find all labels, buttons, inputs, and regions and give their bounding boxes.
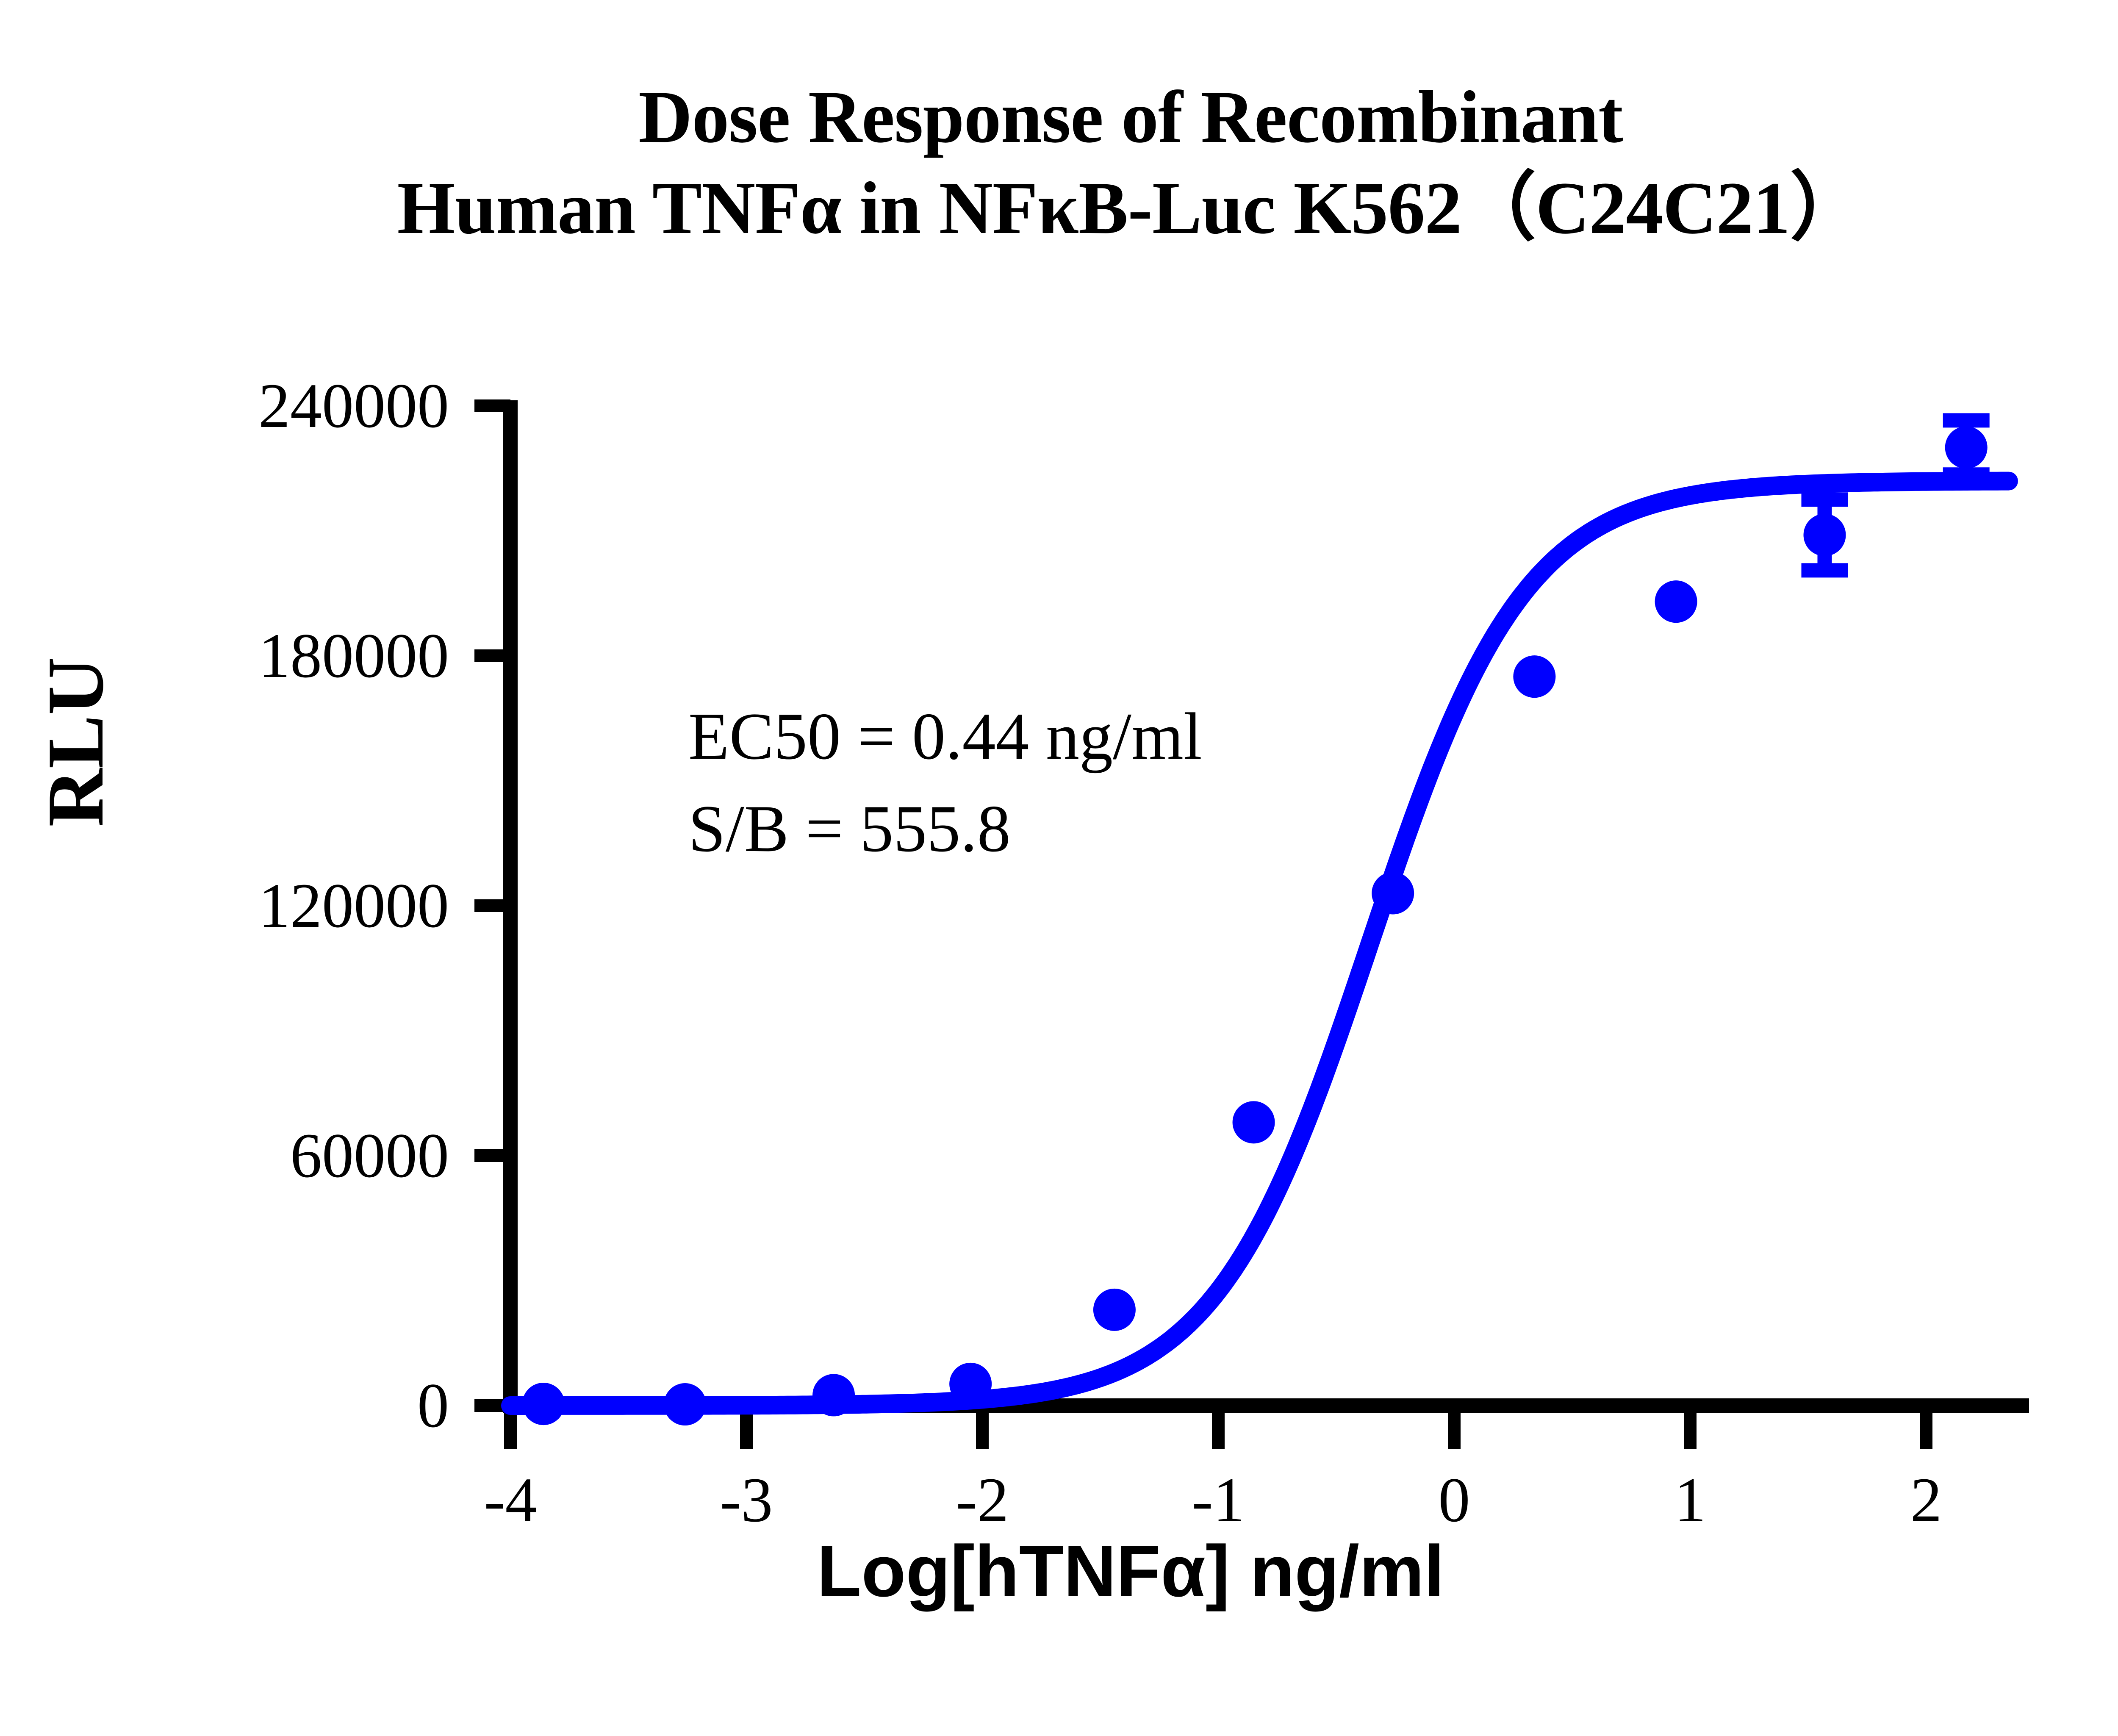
data-points <box>522 426 1988 1426</box>
data-point <box>1655 580 1697 623</box>
data-point <box>1093 1288 1136 1331</box>
annotation-ec50: EC50 = 0.44 ng/ml <box>688 699 1202 774</box>
data-point <box>1803 513 1846 556</box>
x-tick-label-1: 1 <box>1674 1465 1706 1535</box>
x-axis-title: Log[hTNFα] ng/ml <box>817 1531 1444 1612</box>
y-tick-label-180000: 180000 <box>258 621 449 691</box>
data-point <box>1232 1101 1275 1144</box>
data-point <box>1513 655 1556 698</box>
y-axis-title: RLU <box>30 441 122 827</box>
data-point <box>664 1383 707 1426</box>
x-tick-label--1: -1 <box>1192 1465 1245 1535</box>
data-point <box>812 1374 855 1417</box>
x-tick-label-0: 0 <box>1438 1465 1470 1535</box>
chart-title-line-1: Dose Response of Recombinant <box>638 76 1623 158</box>
data-point <box>522 1383 565 1425</box>
x-tick-label--4: -4 <box>484 1465 537 1535</box>
x-tick-label--3: -3 <box>720 1465 773 1535</box>
fit-curve <box>501 471 2018 1415</box>
x-tick-label--2: -2 <box>956 1465 1009 1535</box>
x-tick-label-2: 2 <box>1910 1465 1942 1535</box>
y-axis-title-text: RLU <box>31 657 120 827</box>
y-tick-label-60000: 60000 <box>290 1120 449 1191</box>
chart-title-line-2: Human TNFα in NFκB-Luc K562（C24C21） <box>397 166 1865 250</box>
annotation-signal-background: S/B = 555.8 <box>688 792 1011 866</box>
y-tick-label-0: 0 <box>417 1370 449 1441</box>
data-point <box>949 1362 992 1405</box>
chart-annotation: EC50 = 0.44 ng/ml S/B = 555.8 <box>688 691 1202 875</box>
data-point <box>1945 426 1988 469</box>
data-point <box>1372 872 1414 915</box>
y-tick-label-120000: 120000 <box>258 871 449 941</box>
chart-title: Dose Response of Recombinant Human TNFα … <box>0 72 2118 254</box>
y-tick-label-240000: 240000 <box>258 371 449 441</box>
